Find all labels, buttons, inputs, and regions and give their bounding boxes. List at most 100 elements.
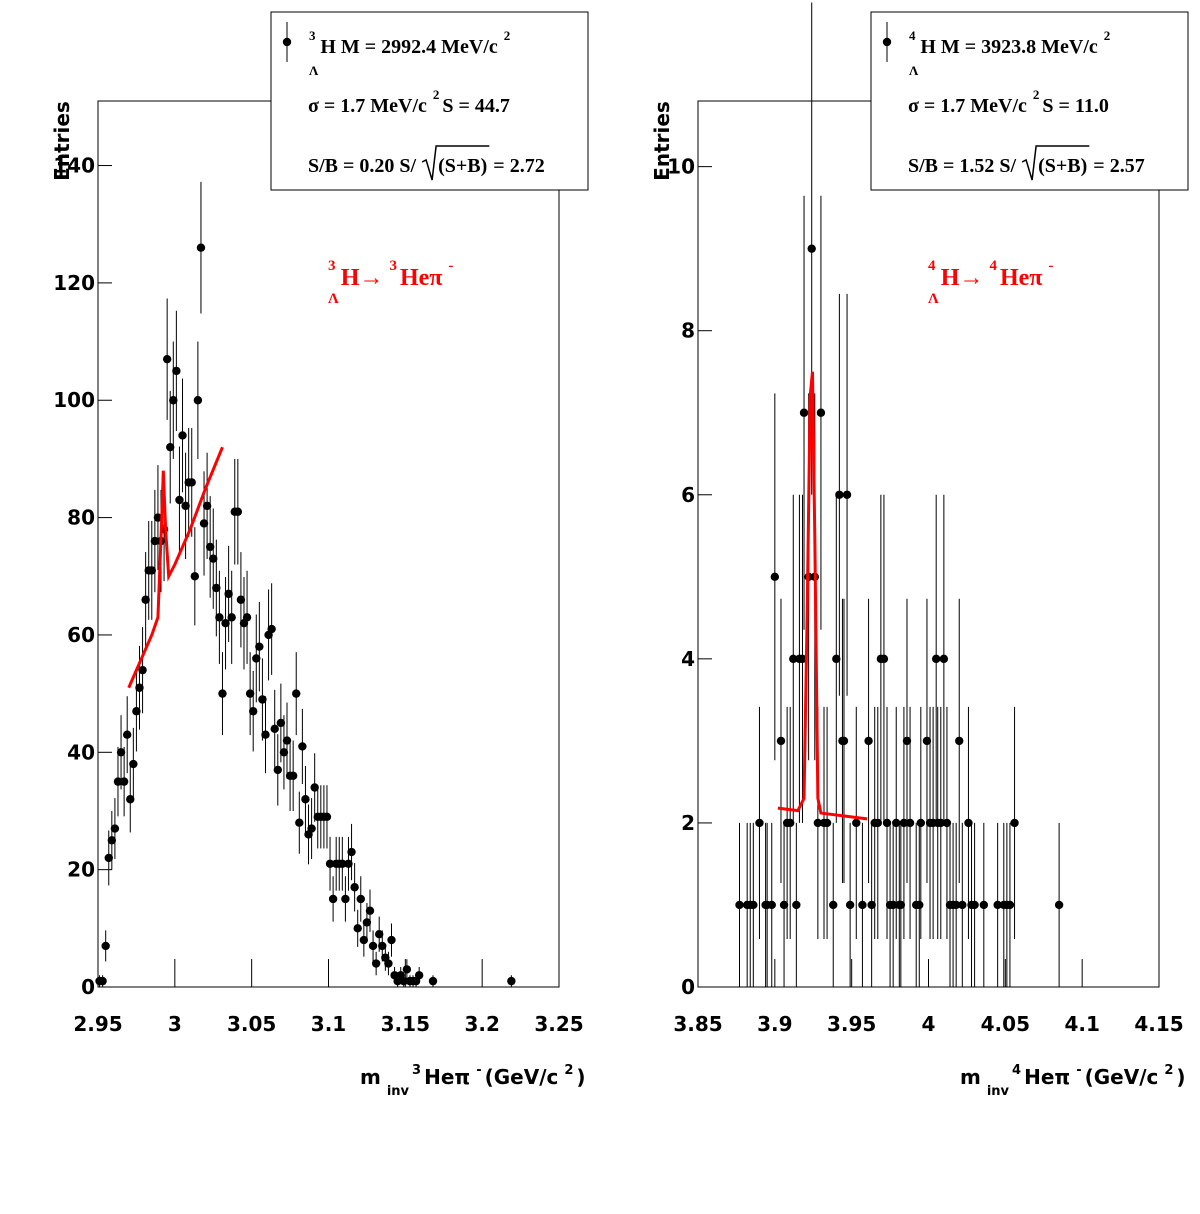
x-tick-label: 2.95 bbox=[73, 1012, 122, 1036]
x-axis-label: ) bbox=[576, 1065, 585, 1089]
data-point bbox=[899, 818, 909, 828]
x-axis-label: inv bbox=[387, 1084, 410, 1099]
x-tick-label: 3.9 bbox=[757, 1012, 792, 1036]
data-point bbox=[141, 595, 150, 604]
legend-text: Λ bbox=[309, 63, 319, 78]
data-point bbox=[864, 736, 873, 746]
y-tick-label: 2 bbox=[681, 811, 695, 835]
data-point bbox=[162, 354, 172, 364]
data-point bbox=[842, 490, 852, 499]
data-point bbox=[295, 818, 304, 827]
legend-text: H M = 3923.8 MeV/c bbox=[920, 36, 1098, 58]
data-point bbox=[166, 442, 175, 452]
data-point bbox=[150, 536, 160, 546]
annotation: H→ bbox=[941, 265, 984, 291]
data-point bbox=[384, 959, 393, 968]
data-point bbox=[813, 818, 823, 828]
data-point bbox=[368, 941, 378, 951]
data-point bbox=[175, 495, 184, 505]
data-point bbox=[350, 883, 359, 892]
data-point bbox=[98, 976, 107, 986]
data-point bbox=[119, 777, 129, 786]
data-point bbox=[353, 924, 362, 933]
data-point bbox=[807, 244, 816, 253]
data-point bbox=[113, 777, 123, 786]
data-point bbox=[375, 929, 384, 939]
data-point bbox=[172, 366, 181, 376]
legend-text: S = 44.7 bbox=[442, 95, 510, 117]
y-tick-label: 4 bbox=[681, 647, 695, 671]
x-axis-label: - bbox=[1076, 1063, 1081, 1078]
x-tick-label: 3.15 bbox=[381, 1012, 430, 1036]
data-point bbox=[958, 900, 967, 910]
data-point bbox=[301, 795, 310, 804]
data-point bbox=[270, 724, 279, 734]
data-point bbox=[261, 730, 270, 739]
x-axis-label: inv bbox=[987, 1084, 1010, 1099]
x-axis-label: 2 bbox=[1164, 1063, 1173, 1078]
data-point bbox=[832, 654, 841, 664]
legend-text: σ = 1.7 MeV/c bbox=[908, 95, 1027, 117]
data-point bbox=[267, 624, 276, 634]
data-point bbox=[153, 513, 163, 522]
data-point bbox=[931, 654, 941, 664]
data-point bbox=[138, 665, 147, 675]
legend-text: S = 11.0 bbox=[1042, 95, 1108, 117]
annotation: Heπ bbox=[400, 265, 442, 291]
data-point bbox=[902, 736, 912, 746]
data-point bbox=[399, 976, 408, 986]
data-point bbox=[104, 853, 113, 863]
data-point bbox=[147, 566, 156, 575]
data-point bbox=[233, 507, 243, 516]
fit-curve bbox=[127, 446, 224, 689]
data-point bbox=[428, 976, 438, 986]
x-tick-label: 3.85 bbox=[673, 1012, 722, 1036]
data-point bbox=[786, 818, 795, 828]
data-point bbox=[328, 894, 338, 904]
data-point bbox=[273, 765, 282, 775]
legend-marker bbox=[282, 37, 292, 47]
data-point bbox=[356, 894, 365, 904]
data-point bbox=[258, 695, 267, 704]
y-axis-label: Entries bbox=[650, 101, 674, 181]
legend-text: (S+B) bbox=[1038, 155, 1087, 177]
data-point bbox=[181, 501, 190, 511]
data-point bbox=[242, 613, 252, 622]
data-point bbox=[224, 589, 233, 599]
data-point bbox=[187, 478, 196, 487]
x-tick-label: 3.25 bbox=[534, 1012, 583, 1036]
legend-text: 2 bbox=[433, 87, 440, 102]
data-point bbox=[414, 971, 424, 980]
data-point bbox=[347, 847, 356, 857]
legend-text: H M = 2992.4 MeV/c bbox=[320, 36, 498, 58]
data-point bbox=[915, 900, 924, 910]
data-point bbox=[341, 894, 350, 904]
data-point bbox=[178, 431, 187, 440]
y-tick-label: 140 bbox=[53, 154, 95, 178]
data-point bbox=[387, 935, 396, 945]
data-point bbox=[227, 613, 236, 622]
data-point bbox=[196, 243, 206, 252]
data-point bbox=[365, 906, 375, 915]
y-tick-label: 80 bbox=[67, 506, 95, 530]
annotation: 4 bbox=[989, 258, 997, 274]
data-point bbox=[126, 795, 135, 804]
data-point bbox=[955, 736, 964, 746]
data-point bbox=[129, 759, 138, 769]
x-axis-label: 2 bbox=[564, 1063, 573, 1078]
annotation: 4 bbox=[928, 258, 936, 274]
x-axis-label: - bbox=[476, 1063, 481, 1078]
y-tick-label: 100 bbox=[53, 388, 95, 412]
legend-text: 4 bbox=[909, 28, 916, 43]
x-axis-label: Heπ bbox=[424, 1065, 470, 1089]
x-tick-label: 3.05 bbox=[227, 1012, 276, 1036]
y-tick-label: 20 bbox=[67, 858, 95, 882]
data-point bbox=[852, 818, 861, 828]
legend-box bbox=[270, 11, 589, 191]
legend-text: 2 bbox=[1033, 87, 1040, 102]
annotation: H→ bbox=[341, 265, 384, 291]
data-point bbox=[922, 736, 932, 746]
x-tick-label: 3 bbox=[168, 1012, 182, 1036]
